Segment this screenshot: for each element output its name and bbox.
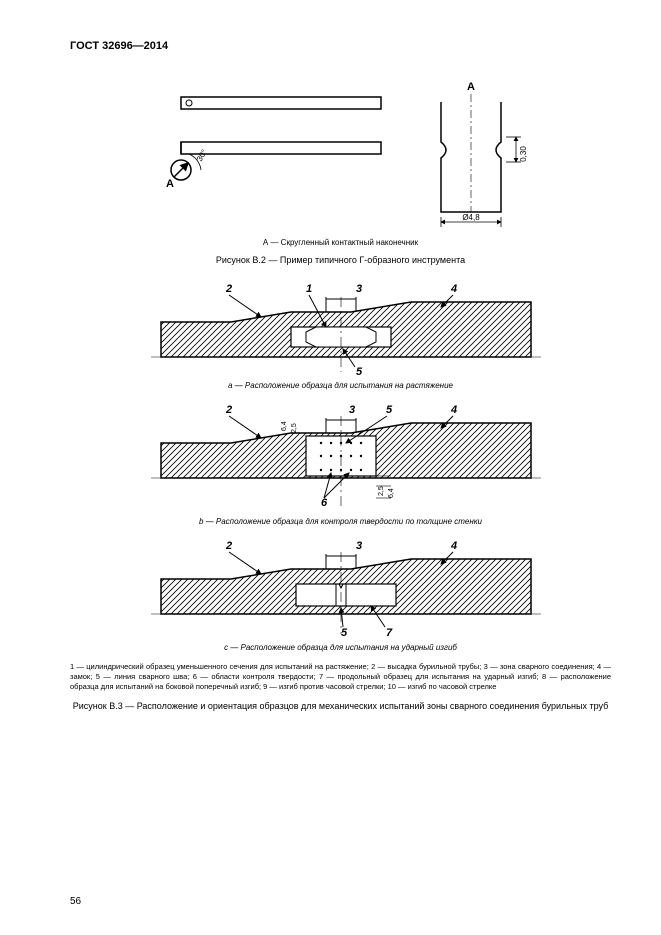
svg-text:4: 4	[450, 404, 457, 416]
dim-diameter: Ø4,8	[462, 213, 480, 222]
dim-height: 0,30	[519, 146, 528, 162]
fig-b2-caption: Рисунок В.2 — Пример типичного Г-образно…	[70, 255, 611, 265]
svg-text:4: 4	[450, 283, 457, 295]
fig-b3-sub-a: а — Расположение образца для испытания н…	[70, 381, 611, 390]
fig-b3-legend: 1 — цилиндрический образец уменьшенного …	[70, 662, 611, 691]
doc-header: ГОСТ 32696—2014	[70, 40, 611, 52]
page-number: 56	[70, 896, 81, 907]
figure-b2: А 30° А Ø4,8 0,30 А	[70, 72, 611, 265]
svg-text:2,5: 2,5	[291, 423, 298, 433]
fig-b3b-svg: 2 3 5 4 6 6,4 2,5 2,5 6,4	[131, 398, 551, 513]
svg-text:2: 2	[225, 283, 232, 295]
svg-text:6,4: 6,4	[281, 421, 288, 431]
fig-b3-caption: Рисунок В.3 — Расположение и ориентация …	[70, 701, 611, 711]
svg-text:5: 5	[341, 627, 348, 639]
angle-label: 30°	[194, 148, 208, 163]
figure-b2-svg: А 30° А Ø4,8 0,30	[131, 72, 551, 232]
svg-text:5: 5	[356, 366, 363, 377]
svg-text:3: 3	[349, 404, 355, 416]
fig-b3c-svg: 2 3 4 5 7	[131, 534, 551, 639]
letter-a-top: А	[467, 81, 475, 93]
fig-b3-sub-c: с — Расположение образца для испытания н…	[70, 643, 611, 652]
figure-b3: 2 1 3 4 5 а — Расположение образца для и…	[70, 277, 611, 711]
svg-text:7: 7	[386, 627, 393, 639]
svg-text:3: 3	[356, 283, 362, 295]
fig-b3-sub-b: b — Расположение образца для контроля тв…	[70, 517, 611, 526]
svg-text:5: 5	[386, 404, 393, 416]
svg-text:6,4: 6,4	[388, 488, 395, 498]
document-page: ГОСТ 32696—2014 А 30°	[0, 0, 661, 935]
svg-text:4: 4	[450, 540, 457, 552]
svg-text:2: 2	[225, 540, 232, 552]
fig-b2-note: А — Скругленный контактный наконечник	[70, 238, 611, 247]
fig-b3a-svg: 2 1 3 4 5	[131, 277, 551, 377]
svg-text:2: 2	[225, 404, 232, 416]
svg-text:6: 6	[321, 497, 328, 509]
svg-text:2,5: 2,5	[378, 486, 385, 496]
letter-a-bottom: А	[166, 178, 174, 190]
svg-text:1: 1	[306, 283, 312, 295]
svg-text:3: 3	[356, 540, 362, 552]
